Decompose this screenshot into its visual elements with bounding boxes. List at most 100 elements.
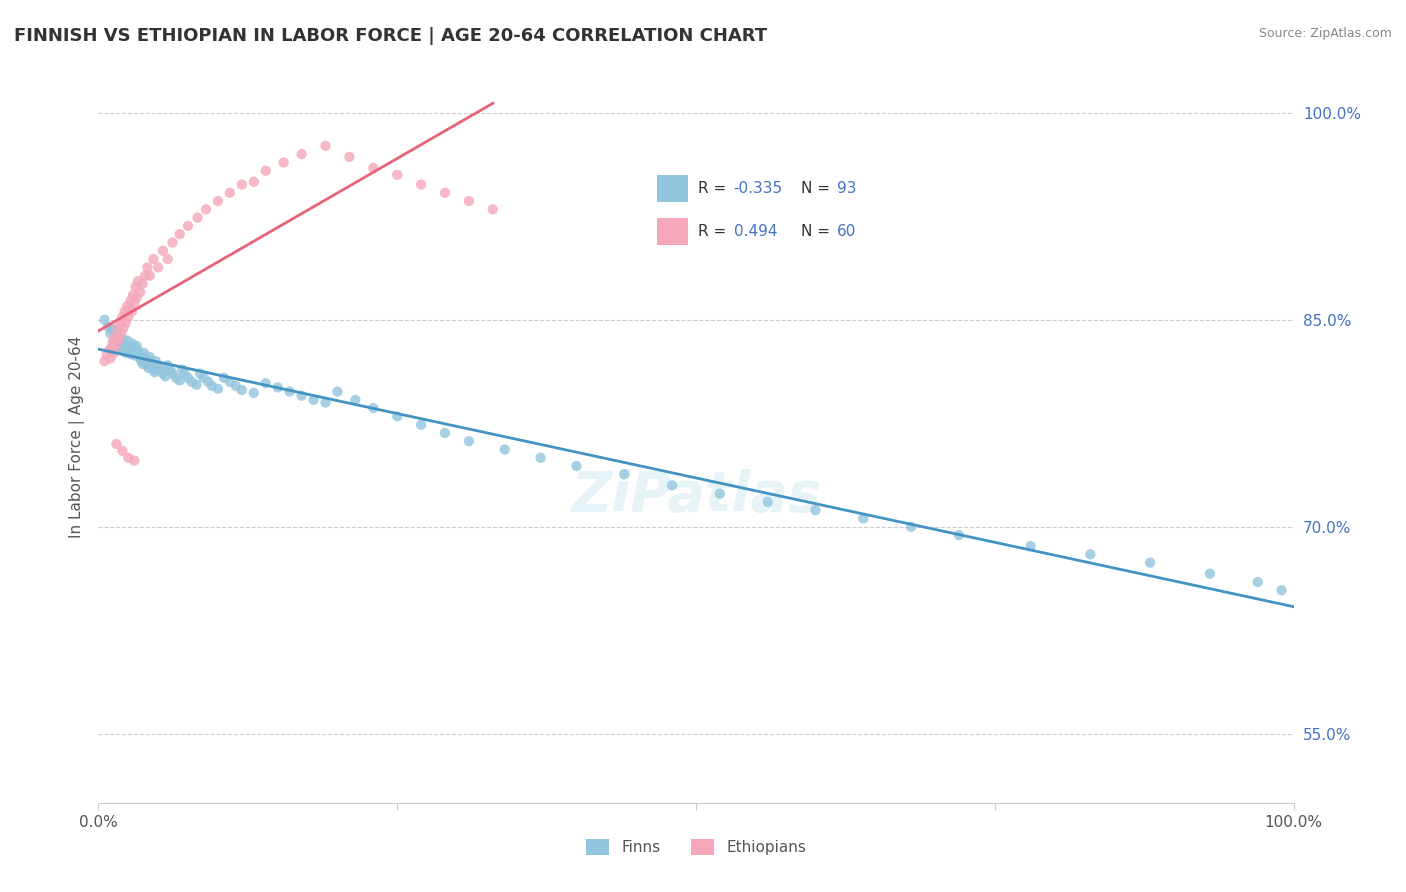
Point	[101, 322, 124, 336]
Point	[141, 359, 163, 373]
Point	[661, 478, 683, 492]
Point	[120, 293, 142, 308]
Point	[159, 362, 181, 376]
Point	[1139, 556, 1161, 570]
Point	[131, 354, 153, 368]
Point	[152, 367, 174, 381]
Point	[900, 520, 922, 534]
Point	[177, 370, 200, 384]
Point	[117, 310, 139, 324]
Point	[143, 365, 166, 379]
Point	[278, 384, 301, 399]
Point	[122, 340, 145, 354]
Point	[385, 168, 409, 182]
Text: Source: ZipAtlas.com: Source: ZipAtlas.com	[1258, 27, 1392, 40]
Point	[120, 347, 142, 361]
Text: FINNISH VS ETHIOPIAN IN LABOR FORCE | AGE 20-64 CORRELATION CHART: FINNISH VS ETHIOPIAN IN LABOR FORCE | AG…	[14, 27, 768, 45]
Point	[118, 343, 141, 358]
Point	[103, 334, 125, 348]
Point	[1080, 548, 1102, 562]
Point	[111, 332, 134, 346]
Point	[124, 344, 146, 359]
Point	[254, 163, 277, 178]
Point	[267, 380, 290, 394]
Point	[131, 357, 153, 371]
Point	[104, 329, 127, 343]
Point	[530, 450, 553, 465]
Point	[124, 296, 146, 310]
Point	[434, 186, 457, 200]
Point	[302, 392, 325, 407]
Point	[291, 147, 314, 161]
Point	[207, 382, 229, 396]
Text: -0.335: -0.335	[734, 181, 783, 196]
Point	[124, 279, 146, 293]
Point	[1271, 583, 1294, 598]
Point	[110, 326, 132, 341]
Point	[125, 339, 148, 353]
Point	[96, 347, 118, 361]
Point	[128, 347, 150, 361]
Point	[98, 351, 122, 366]
Point	[193, 370, 215, 384]
Point	[273, 155, 295, 169]
Point	[132, 346, 155, 360]
Text: N =: N =	[801, 181, 835, 196]
Point	[709, 486, 731, 500]
Point	[494, 442, 516, 457]
Point	[458, 434, 481, 449]
Point	[121, 336, 143, 351]
Point	[121, 304, 143, 318]
Point	[207, 194, 229, 208]
Point	[243, 385, 266, 400]
Point	[613, 467, 636, 482]
Point	[219, 186, 242, 200]
Point	[756, 495, 779, 509]
Point	[363, 161, 385, 175]
Point	[385, 409, 409, 424]
Point	[186, 377, 208, 392]
Point	[948, 528, 970, 542]
Point	[93, 354, 115, 368]
Point	[169, 374, 191, 388]
Point	[129, 351, 152, 366]
Point	[212, 370, 235, 384]
Point	[363, 401, 385, 416]
Text: ZiPatlas: ZiPatlas	[571, 468, 821, 523]
Point	[107, 336, 129, 351]
Point	[165, 370, 187, 384]
Legend: Finns, Ethiopians: Finns, Ethiopians	[579, 833, 813, 861]
Point	[145, 354, 167, 368]
Point	[481, 202, 505, 217]
Point	[101, 334, 124, 349]
Point	[105, 324, 128, 338]
Text: 0.494: 0.494	[734, 224, 778, 239]
Point	[98, 343, 121, 358]
Point	[243, 175, 266, 189]
Point	[172, 362, 194, 376]
Point	[142, 362, 165, 376]
Point	[127, 343, 149, 358]
Point	[129, 285, 152, 300]
Point	[187, 211, 209, 225]
Point	[156, 359, 179, 373]
Point	[115, 334, 138, 348]
Point	[117, 450, 139, 465]
Bar	[657, 218, 688, 244]
Point	[100, 340, 122, 354]
Point	[105, 437, 128, 451]
Point	[156, 252, 179, 266]
Point	[107, 332, 129, 346]
Y-axis label: In Labor Force | Age 20-64: In Labor Force | Age 20-64	[69, 336, 84, 538]
Point	[124, 453, 146, 467]
Point	[411, 417, 433, 432]
Point	[852, 511, 875, 525]
Point	[98, 326, 122, 341]
Point	[107, 321, 129, 335]
Point	[231, 178, 253, 192]
Point	[142, 252, 165, 266]
Point	[114, 342, 136, 356]
Point	[105, 337, 128, 351]
Point	[108, 340, 131, 354]
Point	[315, 139, 337, 153]
